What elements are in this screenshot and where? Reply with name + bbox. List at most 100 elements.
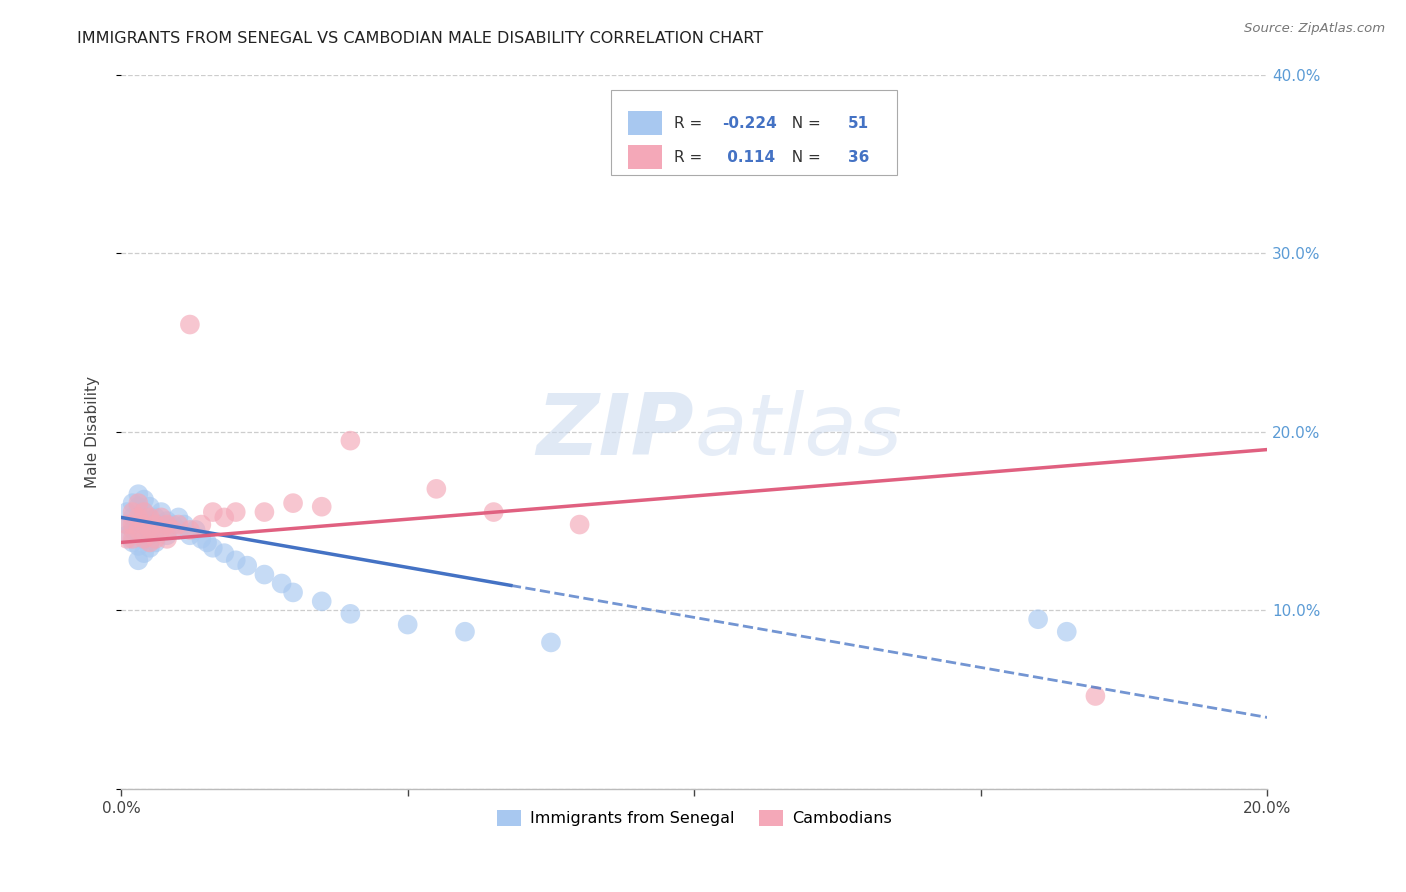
- Point: [139, 523, 162, 537]
- Point: [339, 607, 361, 621]
- Point: [396, 617, 419, 632]
- Point: [201, 541, 224, 555]
- Point: [132, 546, 155, 560]
- Point: [281, 496, 304, 510]
- Point: [425, 482, 447, 496]
- Point: [127, 526, 149, 541]
- Text: N =: N =: [783, 116, 827, 130]
- Point: [132, 532, 155, 546]
- Point: [132, 505, 155, 519]
- Point: [139, 500, 162, 514]
- Text: N =: N =: [783, 150, 827, 164]
- Point: [139, 528, 162, 542]
- Point: [179, 523, 201, 537]
- Point: [173, 517, 195, 532]
- Point: [132, 517, 155, 532]
- Text: IMMIGRANTS FROM SENEGAL VS CAMBODIAN MALE DISABILITY CORRELATION CHART: IMMIGRANTS FROM SENEGAL VS CAMBODIAN MAL…: [77, 31, 763, 46]
- Point: [195, 535, 218, 549]
- Point: [225, 505, 247, 519]
- Point: [1056, 624, 1078, 639]
- Point: [150, 510, 173, 524]
- Point: [121, 523, 143, 537]
- Y-axis label: Male Disability: Male Disability: [86, 376, 100, 488]
- Point: [184, 523, 207, 537]
- Point: [150, 505, 173, 519]
- Point: [127, 523, 149, 537]
- Point: [145, 510, 167, 524]
- Point: [150, 517, 173, 532]
- Point: [454, 624, 477, 639]
- Point: [145, 535, 167, 549]
- Point: [167, 510, 190, 524]
- Text: ZIP: ZIP: [537, 390, 695, 473]
- Point: [139, 514, 162, 528]
- Point: [179, 528, 201, 542]
- Point: [201, 505, 224, 519]
- Point: [162, 523, 184, 537]
- Point: [482, 505, 505, 519]
- Text: R =: R =: [673, 150, 707, 164]
- Point: [311, 594, 333, 608]
- Point: [236, 558, 259, 573]
- Point: [190, 517, 212, 532]
- Legend: Immigrants from Senegal, Cambodians: Immigrants from Senegal, Cambodians: [489, 802, 900, 834]
- Point: [1084, 689, 1107, 703]
- Point: [127, 514, 149, 528]
- Point: [1026, 612, 1049, 626]
- Point: [167, 517, 190, 532]
- Point: [115, 517, 138, 532]
- Point: [115, 517, 138, 532]
- Text: atlas: atlas: [695, 390, 903, 473]
- Point: [150, 523, 173, 537]
- Point: [568, 517, 591, 532]
- Point: [253, 567, 276, 582]
- Point: [311, 500, 333, 514]
- Text: 0.114: 0.114: [721, 150, 775, 164]
- Point: [127, 487, 149, 501]
- Point: [121, 496, 143, 510]
- Point: [145, 517, 167, 532]
- Point: [127, 539, 149, 553]
- Point: [214, 510, 236, 524]
- Point: [540, 635, 562, 649]
- Point: [156, 514, 179, 528]
- Point: [115, 505, 138, 519]
- Point: [190, 532, 212, 546]
- Point: [127, 500, 149, 514]
- Point: [127, 496, 149, 510]
- Text: 36: 36: [848, 150, 869, 164]
- Point: [253, 505, 276, 519]
- Point: [121, 510, 143, 524]
- Text: -0.224: -0.224: [721, 116, 776, 130]
- Point: [115, 532, 138, 546]
- Point: [214, 546, 236, 560]
- Point: [156, 532, 179, 546]
- Point: [156, 528, 179, 542]
- Point: [270, 576, 292, 591]
- Point: [121, 532, 143, 546]
- Point: [127, 553, 149, 567]
- Point: [145, 532, 167, 546]
- Point: [121, 535, 143, 549]
- Text: 51: 51: [848, 116, 869, 130]
- Point: [132, 517, 155, 532]
- Point: [156, 517, 179, 532]
- FancyBboxPatch shape: [627, 145, 662, 169]
- Point: [139, 541, 162, 555]
- Point: [139, 535, 162, 549]
- Point: [115, 528, 138, 542]
- Point: [139, 510, 162, 524]
- Point: [162, 517, 184, 532]
- Point: [121, 505, 143, 519]
- Point: [145, 523, 167, 537]
- Point: [281, 585, 304, 599]
- FancyBboxPatch shape: [610, 90, 897, 175]
- Point: [132, 505, 155, 519]
- Point: [179, 318, 201, 332]
- Point: [132, 492, 155, 507]
- Point: [167, 523, 190, 537]
- Point: [339, 434, 361, 448]
- Point: [132, 532, 155, 546]
- Point: [121, 517, 143, 532]
- Point: [127, 510, 149, 524]
